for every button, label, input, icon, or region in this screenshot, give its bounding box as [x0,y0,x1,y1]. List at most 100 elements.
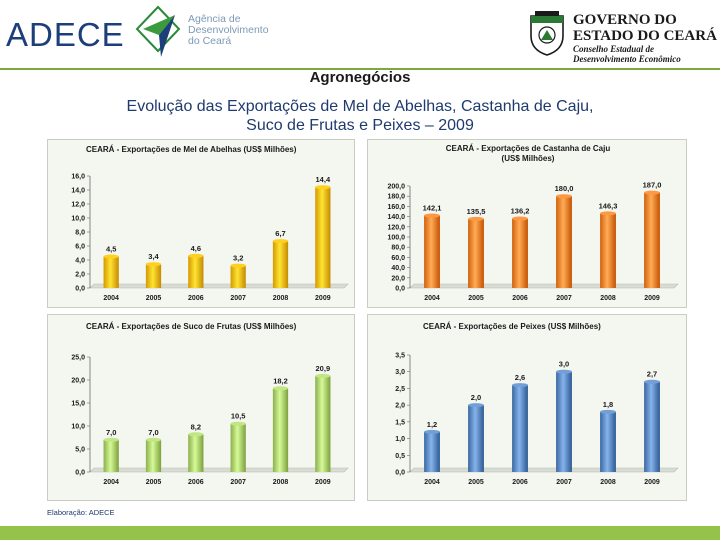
bar-2004 [103,256,119,288]
bar-2008 [272,388,289,472]
y-tick-label: 4,0 [75,258,85,265]
bar-cap-2009 [644,379,660,384]
bar-cap-2009 [315,185,331,190]
y-tick-label: 40,0 [391,265,405,272]
bar-cap-2004 [424,429,440,434]
y-tick-label: 0,0 [75,470,85,477]
plot-floor [409,467,679,473]
page-header: ADECE Agência de Desenvolvimento do Cear… [0,0,720,68]
data-label-2008: 1,8 [603,400,613,409]
data-label-2007: 3,2 [233,254,243,263]
x-tick-label-2004: 2004 [103,295,119,302]
x-tick-label-2008: 2008 [600,295,616,302]
bar-2008 [600,411,616,472]
bar-cap-2004 [103,254,119,259]
x-tick-label-2007: 2007 [230,295,246,302]
bar-cap-2005 [145,437,162,442]
x-tick-label-2006: 2006 [512,479,528,486]
x-tick-label-2006: 2006 [188,295,204,302]
government-block: GOVERNO DO ESTADO DO CEARÁ Conselho Esta… [573,12,717,64]
chart-mel: CEARÁ - Exportações de Mel de Abelhas (U… [71,145,349,302]
data-label-2009: 187,0 [643,181,662,190]
footer-band [0,526,720,540]
x-tick-label-2004: 2004 [103,479,119,486]
logo-sub-line: Agência de [188,13,241,25]
gov-line-3: Conselho Estadual de [573,44,655,54]
x-tick-label-2005: 2005 [468,479,484,486]
plot-area [90,176,344,288]
bar-2006 [512,385,528,472]
bar-cap-2009 [315,373,331,378]
bar-2004 [424,215,440,288]
footer-note: Elaboração: ADECE [47,508,115,517]
adece-logo-subtitle: Agência de Desenvolvimento do Ceará [188,14,288,47]
y-tick-label: 0,0 [75,286,85,293]
bar-cap-2007 [556,369,572,374]
header-divider [0,68,720,70]
y-tick-label: 2,5 [395,386,405,393]
bar-cap-2004 [424,213,440,218]
y-tick-label: 2,0 [395,403,405,410]
plot-area [90,357,344,472]
bar-2005 [145,264,162,288]
x-tick-label-2005: 2005 [146,295,162,302]
x-tick-label-2005: 2005 [468,295,484,302]
y-tick-label: 10,0 [71,216,85,223]
bar-cap-2005 [468,403,484,408]
chart-peixes-panel: CEARÁ - Exportações de Peixes (US$ Milhõ… [367,314,687,501]
y-tick-label: 3,0 [395,369,405,376]
x-tick-label-2007: 2007 [556,295,572,302]
y-tick-label: 1,0 [395,436,405,443]
data-label-2005: 2,0 [471,393,481,402]
chart-title-castanha: (US$ Milhões) [502,154,555,163]
y-tick-label: 6,0 [75,244,85,251]
x-tick-label-2009: 2009 [315,295,331,302]
bar-cap-2005 [145,262,162,267]
y-tick-label: 200,0 [387,184,405,191]
logo-sub-line: do Ceará [188,35,232,47]
data-label-2007: 3,0 [559,360,569,369]
data-label-2009: 20,9 [316,364,331,373]
chart-title-suco: CEARÁ - Exportações de Suco de Frutas (U… [86,322,297,331]
bar-cap-2004 [103,437,119,442]
x-tick-label-2007: 2007 [556,479,572,486]
gov-line-1: GOVERNO DO [573,12,677,28]
x-tick-label-2006: 2006 [188,479,204,486]
bar-cap-2009 [644,190,660,195]
data-label-2005: 3,4 [148,252,159,261]
chart-title-castanha: CEARÁ - Exportações de Castanha de Caju [446,144,611,153]
chart-suco: CEARÁ - Exportações de Suco de Frutas (U… [71,322,349,486]
bar-2004 [424,431,440,472]
x-tick-label-2008: 2008 [600,479,616,486]
bar-2008 [600,213,616,288]
y-tick-label: 5,0 [75,447,85,454]
bar-2008 [272,241,289,288]
bar-cap-2008 [600,409,616,414]
y-tick-label: 15,0 [71,401,85,408]
data-label-2004: 4,5 [106,245,116,254]
plot-floor [89,467,349,473]
y-tick-label: 100,0 [387,235,405,242]
y-tick-label: 20,0 [391,275,405,282]
logo-sub-line: Desenvolvimento [188,24,269,36]
bar-cap-2008 [600,211,616,216]
bar-2004 [103,439,119,472]
adece-logo-icon [135,5,181,57]
x-tick-label-2006: 2006 [512,295,528,302]
data-label-2009: 14,4 [316,175,331,184]
bar-2005 [468,218,484,288]
data-label-2007: 180,0 [555,184,574,193]
y-tick-label: 10,0 [71,424,85,431]
page-title: Evolução das Exportações de Mel de Abelh… [0,97,720,135]
data-label-2007: 10,5 [231,412,246,421]
gov-line-4: Desenvolvimento Econômico [573,54,681,64]
y-tick-label: 120,0 [387,224,405,231]
data-label-2008: 18,2 [273,376,288,385]
data-label-2008: 6,7 [275,229,285,238]
bar-cap-2008 [272,239,289,244]
bar-2007 [556,196,572,288]
bar-2007 [230,423,246,472]
y-tick-label: 25,0 [71,355,85,362]
x-tick-label-2004: 2004 [424,295,440,302]
bar-2009 [644,192,660,288]
